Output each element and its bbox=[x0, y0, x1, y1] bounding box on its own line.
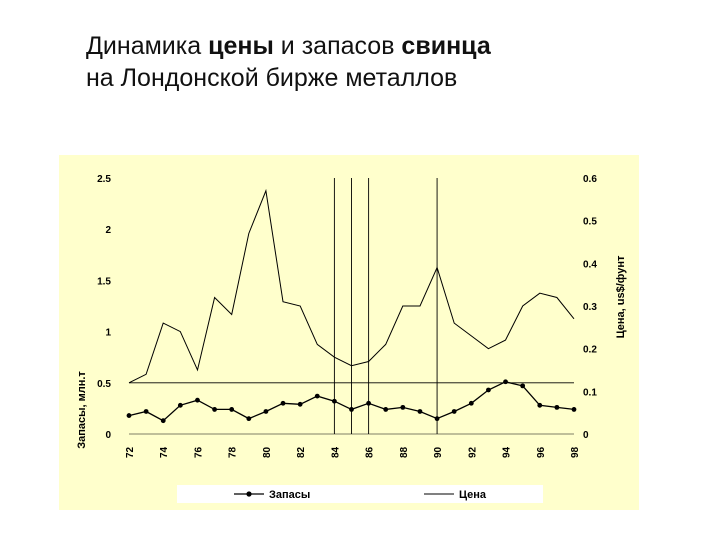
stock-point bbox=[366, 400, 372, 406]
title-line-2: на Лондонской бирже металлов bbox=[86, 64, 458, 92]
stock-point bbox=[503, 379, 508, 385]
title-bold-price: цены bbox=[208, 32, 274, 60]
left-tick-label: 1 bbox=[105, 328, 111, 339]
left-tick-label: 0 bbox=[105, 430, 111, 441]
x-tick-label: 96 bbox=[536, 446, 547, 458]
stock-point bbox=[246, 416, 252, 422]
x-tick-label: 82 bbox=[296, 446, 307, 458]
lead-price-stock-chart: 0 0.5 1 1.5 2 2.5 0 0.1 0.2 0.3 0.4 0.5 0.6 72 74 76 78 8… bbox=[59, 155, 639, 510]
stock-point bbox=[280, 400, 286, 406]
x-tick-label: 88 bbox=[399, 446, 410, 458]
legend-box bbox=[177, 485, 543, 503]
x-tick-label: 94 bbox=[502, 446, 513, 458]
x-tick-label: 98 bbox=[570, 446, 581, 458]
title-line-1: Динамика цены и запасов свинца bbox=[86, 30, 686, 62]
stock-point bbox=[331, 398, 337, 404]
stock-point bbox=[263, 409, 269, 414]
stock-point bbox=[195, 397, 200, 403]
title-bold-lead: свинца bbox=[401, 32, 491, 60]
right-tick-label: 0.5 bbox=[583, 217, 597, 228]
series-line-price bbox=[128, 188, 575, 384]
x-tick-label: 74 bbox=[159, 446, 170, 458]
series-layer bbox=[126, 188, 577, 424]
chart-background bbox=[59, 155, 639, 510]
stock-point bbox=[177, 402, 183, 408]
title-text: Динамика bbox=[86, 32, 209, 60]
stock-point bbox=[400, 404, 406, 410]
title-text: и запасов bbox=[273, 32, 402, 60]
slide-title: Динамика цены и запасов свинца на Лондон… bbox=[86, 30, 686, 94]
stock-point bbox=[160, 418, 166, 424]
stock-point bbox=[229, 407, 235, 412]
stock-point bbox=[520, 383, 526, 389]
stock-point bbox=[297, 401, 303, 407]
legend: Запасы Цена bbox=[177, 485, 543, 503]
stock-point bbox=[126, 413, 132, 418]
legend-stock-label: Запасы bbox=[269, 489, 310, 501]
x-tick-label: 90 bbox=[433, 446, 444, 458]
left-tick-label: 2.5 bbox=[97, 174, 111, 185]
reference-lines bbox=[129, 178, 574, 434]
x-tick-label: 84 bbox=[330, 446, 341, 458]
left-tick-label: 0.5 bbox=[97, 379, 111, 390]
stock-point bbox=[417, 409, 423, 414]
right-tick-label: 0.6 bbox=[583, 174, 597, 185]
stock-point bbox=[571, 407, 577, 412]
left-tick-label: 2 bbox=[105, 225, 111, 236]
stock-point bbox=[143, 409, 149, 414]
left-axis-title: Запасы, млн.т bbox=[76, 371, 88, 449]
right-tick-label: 0.2 bbox=[583, 345, 597, 356]
stock-point bbox=[486, 387, 491, 393]
stock-point bbox=[349, 407, 354, 412]
stock-point bbox=[554, 404, 560, 410]
x-tick-label: 80 bbox=[262, 446, 273, 458]
stock-point bbox=[468, 400, 474, 406]
left-tick-label: 1.5 bbox=[97, 276, 111, 287]
x-tick-label: 92 bbox=[467, 446, 478, 458]
axes: 0 0.5 1 1.5 2 2.5 0 0.1 0.2 0.3 0.4 0.5 0.6 72 74 76 78 8… bbox=[97, 174, 597, 458]
right-tick-label: 0.3 bbox=[583, 302, 597, 313]
x-tick-label: 72 bbox=[125, 446, 136, 458]
right-tick-label: 0.1 bbox=[583, 387, 597, 398]
legend-price-label: Цена bbox=[459, 489, 487, 501]
stock-point bbox=[212, 407, 217, 412]
stock-point bbox=[434, 416, 440, 422]
right-tick-label: 0.4 bbox=[583, 259, 597, 270]
stock-point bbox=[314, 393, 320, 399]
x-tick-label: 76 bbox=[193, 446, 204, 458]
stock-point bbox=[451, 409, 457, 414]
x-tick-label: 78 bbox=[228, 446, 239, 458]
right-tick-label: 0 bbox=[583, 430, 589, 441]
right-axis-title: Цена, us$/фунт bbox=[615, 255, 627, 338]
x-tick-label: 86 bbox=[365, 446, 376, 458]
stock-point bbox=[383, 407, 389, 412]
legend-stock-marker bbox=[246, 491, 252, 497]
stock-point bbox=[537, 402, 543, 408]
